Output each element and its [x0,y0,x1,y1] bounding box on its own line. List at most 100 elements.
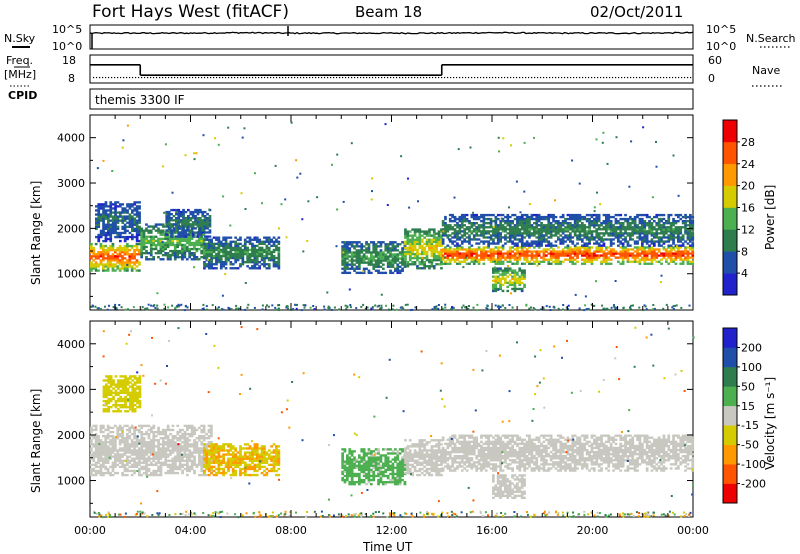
nave-point [480,76,482,79]
scatter-cell [207,242,211,246]
scatter-cell [458,248,462,251]
nave-point [219,76,221,79]
scatter-cell [183,254,187,257]
scatter-cell [362,249,366,252]
noise-cell [387,308,390,311]
scatter-cell [358,245,361,248]
nave-point [99,76,101,79]
scatter-cell [396,245,400,248]
scatter-cell [511,220,514,223]
nave-point [201,76,203,79]
nave-point [672,76,674,79]
scatter-cell [178,239,182,243]
scatter-cell [222,250,225,254]
scatter-cell [444,246,447,249]
scatter-cell [111,449,115,452]
scatter-cell [154,245,158,249]
scatter-cell [648,250,651,253]
scatter-cell [199,221,202,224]
scatter-cell [501,220,505,223]
scatter-cell [406,261,410,264]
scatter-cell [201,225,205,228]
scatter-cell [631,232,635,235]
scatter-cell [533,260,536,263]
scatter-cell [590,230,594,233]
scatter-cell [643,230,647,233]
scatter-cell [196,221,200,224]
scatter-cell [686,252,690,255]
scatter-cell [609,220,613,223]
scatter-cell [494,275,498,278]
power-colorbar-tick-label: 20 [741,180,755,193]
scatter-cell [425,250,429,254]
scatter-cell [653,250,656,253]
scatter-cell [554,220,558,223]
scatter-cell [533,234,536,237]
scatter-cell [518,220,522,223]
scatter-cell [552,252,555,255]
nave-point [450,76,452,79]
scatter-cell [679,213,683,217]
scatter-cell [533,262,536,265]
scatter-cell [90,249,93,252]
scatter-cell [152,455,156,458]
nave-point [528,76,530,79]
scatter-cell [494,236,498,239]
scatter-cell [533,254,536,257]
scatter-cell [530,244,534,247]
scatter-cell [217,246,221,250]
scatter-cell [167,227,171,230]
scatter-cell [194,223,197,226]
scatter-cell [406,234,410,237]
scatter-cell [130,267,134,270]
scatter-cell [672,252,675,255]
scatter-cell [537,236,541,239]
scatter-cell [215,252,218,256]
scatter-cell [403,263,407,266]
scatter-cell [106,451,110,454]
scatter-cell [187,233,190,236]
noise-cell [154,306,157,309]
scatter-cell [267,263,271,266]
scatter-cell [138,473,141,477]
scatter-cell [475,226,478,229]
scatter-cell [123,219,127,222]
scatter-cell [573,262,577,265]
scatter-cell [114,455,117,458]
scatter-cell [545,250,548,253]
scatter-cell [540,244,543,247]
noise-cell [195,152,198,155]
scatter-cell [219,254,223,258]
scatter-cell [365,261,368,264]
scatter-cell [602,256,606,259]
scatter-cell [595,232,599,235]
scatter-cell [684,232,687,235]
scatter-cell [111,223,115,226]
noise-cell [96,167,99,170]
scatter-cell [545,217,548,221]
scatter-cell [566,248,570,251]
scatter-cell [253,254,257,258]
scatter-cell [686,242,690,245]
scatter-cell [140,445,144,448]
scatter-cell [621,258,625,261]
scatter-cell [430,238,434,241]
scatter-cell [441,242,445,245]
scatter-cell [537,246,541,249]
scatter-cell [595,236,599,239]
noise-cell [414,306,417,309]
scatter-cell [691,238,695,241]
noise-cell [301,218,304,221]
scatter-cell [662,236,666,239]
scatter-cell [145,430,148,434]
noise-cell [171,304,174,307]
scatter-cell [435,250,438,254]
scatter-cell [564,258,567,261]
scatter-cell [472,213,476,217]
scatter-cell [650,248,654,251]
scatter-cell [149,249,153,253]
noise-cell [349,304,352,306]
scatter-cell [183,245,187,249]
scatter-cell [645,213,649,217]
scatter-cell [653,252,656,255]
